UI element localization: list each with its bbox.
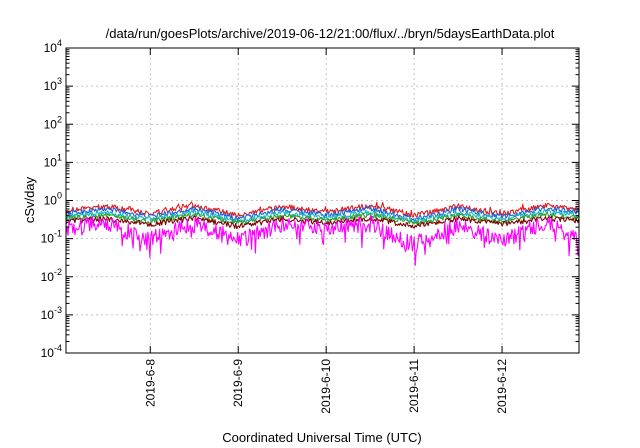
y-tick-label: 103 bbox=[44, 76, 62, 93]
x-tick-label: 2019-6-10 bbox=[319, 359, 333, 414]
y-axis-label: cSv/day bbox=[22, 176, 37, 223]
y-tick-label: 10-4 bbox=[41, 343, 62, 360]
chart-title: /data/run/goesPlots/archive/2019-06-12/2… bbox=[106, 26, 555, 41]
x-axis-label: Coordinated Universal Time (UTC) bbox=[222, 430, 421, 445]
y-tick-label: 10-2 bbox=[41, 267, 62, 284]
y-tick-label: 104 bbox=[44, 38, 62, 55]
y-tick-label: 100 bbox=[44, 191, 62, 208]
y-tick-label: 10-3 bbox=[41, 305, 62, 322]
x-tick-label: 2019-6-12 bbox=[495, 359, 509, 414]
y-tick-label: 10-1 bbox=[41, 229, 62, 246]
series-layer bbox=[65, 201, 580, 266]
x-tick-label: 2019-6-8 bbox=[143, 359, 157, 407]
y-axis: 10-4 10-3 10-2 10-1 100 101 102 103 104 bbox=[41, 38, 579, 360]
series-line bbox=[65, 205, 580, 222]
x-tick-label: 2019-6-11 bbox=[407, 359, 421, 413]
series-line bbox=[65, 209, 580, 225]
series-line bbox=[65, 215, 580, 230]
series-line bbox=[65, 215, 580, 266]
x-tick-label: 2019-6-9 bbox=[231, 359, 245, 407]
y-tick-label: 102 bbox=[44, 114, 62, 131]
x-axis: 2019-6-8 2019-6-9 2019-6-10 2019-6-11 2019-6… bbox=[143, 48, 509, 414]
y-tick-label: 101 bbox=[44, 152, 62, 169]
grid bbox=[66, 48, 579, 353]
